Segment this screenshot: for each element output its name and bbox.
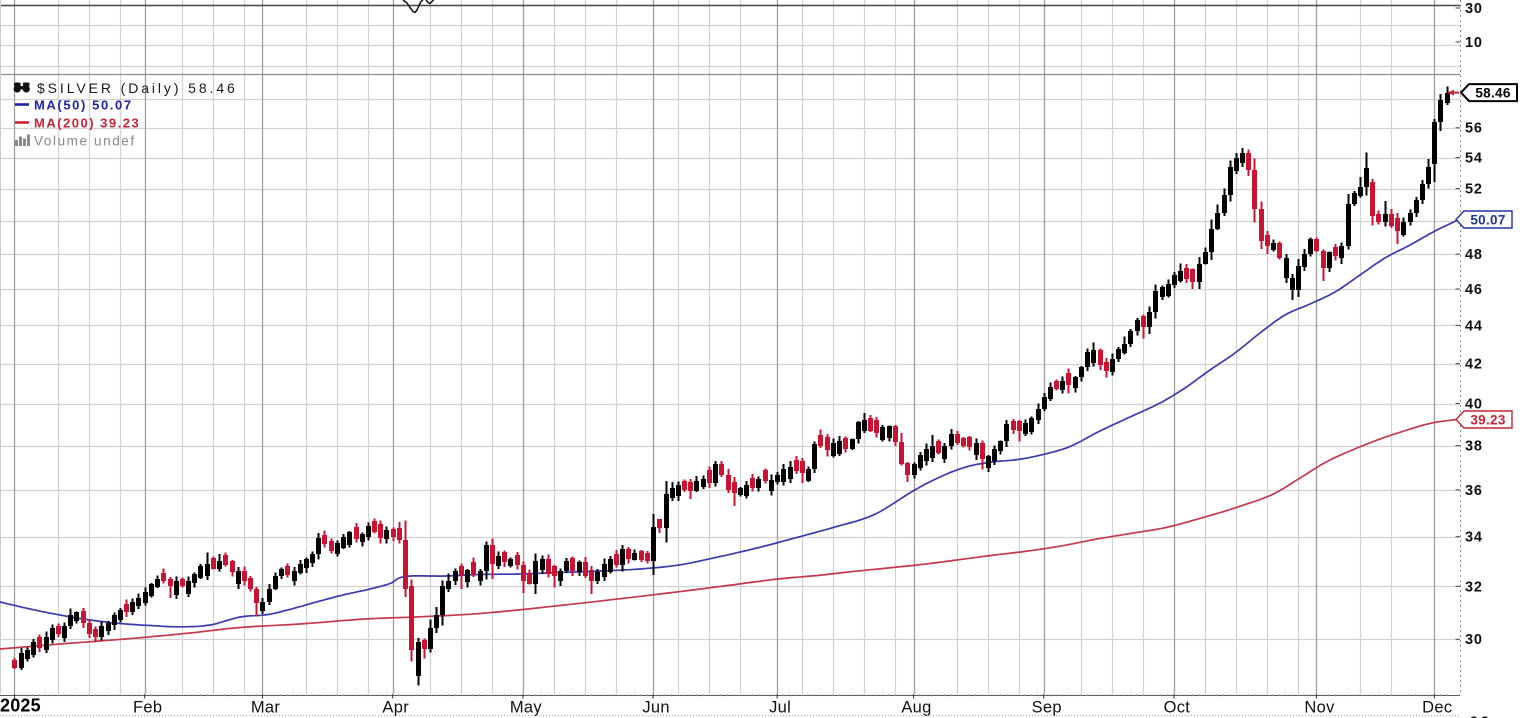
svg-text:48: 48	[1465, 247, 1483, 263]
svg-text:46: 46	[1465, 282, 1483, 298]
svg-text:56: 56	[1465, 121, 1483, 137]
svg-text:34: 34	[1465, 530, 1483, 546]
svg-text:52: 52	[1465, 181, 1483, 197]
svg-text:40: 40	[1465, 396, 1483, 412]
svg-text:44: 44	[1465, 318, 1483, 334]
svg-text:2025: 2025	[0, 696, 41, 716]
svg-text:50.07: 50.07	[1470, 212, 1505, 227]
svg-text:Volume undef: Volume undef	[34, 134, 136, 149]
svg-text:Feb: Feb	[133, 698, 162, 716]
svg-text:32: 32	[1465, 579, 1483, 595]
svg-text:58.46: 58.46	[1475, 85, 1510, 100]
svg-text:3: 3	[1470, 713, 1478, 718]
svg-text:30: 30	[1465, 632, 1483, 648]
svg-text:Sep: Sep	[1032, 698, 1062, 716]
svg-text:54: 54	[1465, 151, 1483, 167]
svg-text:Nov: Nov	[1304, 698, 1335, 716]
svg-text:Oct: Oct	[1164, 698, 1191, 716]
svg-text:39.23: 39.23	[1470, 412, 1505, 427]
svg-text:Mar: Mar	[251, 698, 281, 716]
svg-text:30: 30	[1465, 1, 1483, 17]
svg-text:Jun: Jun	[642, 698, 670, 716]
svg-text:38: 38	[1465, 439, 1483, 455]
svg-text:36: 36	[1465, 483, 1483, 499]
svg-text:MA(50) 50.07: MA(50) 50.07	[34, 98, 133, 113]
svg-text:Dec: Dec	[1422, 698, 1452, 716]
svg-text:10: 10	[1465, 35, 1483, 51]
svg-text:May: May	[510, 698, 543, 716]
svg-text:42: 42	[1465, 357, 1483, 373]
svg-text:3: 3	[1481, 713, 1489, 718]
svg-text:Jul: Jul	[769, 698, 791, 716]
svg-text:Apr: Apr	[382, 698, 409, 716]
svg-text:Aug: Aug	[901, 698, 931, 716]
svg-text:MA(200) 39.23: MA(200) 39.23	[34, 116, 140, 131]
svg-text:$SILVER (Daily) 58.46: $SILVER (Daily) 58.46	[37, 80, 238, 96]
